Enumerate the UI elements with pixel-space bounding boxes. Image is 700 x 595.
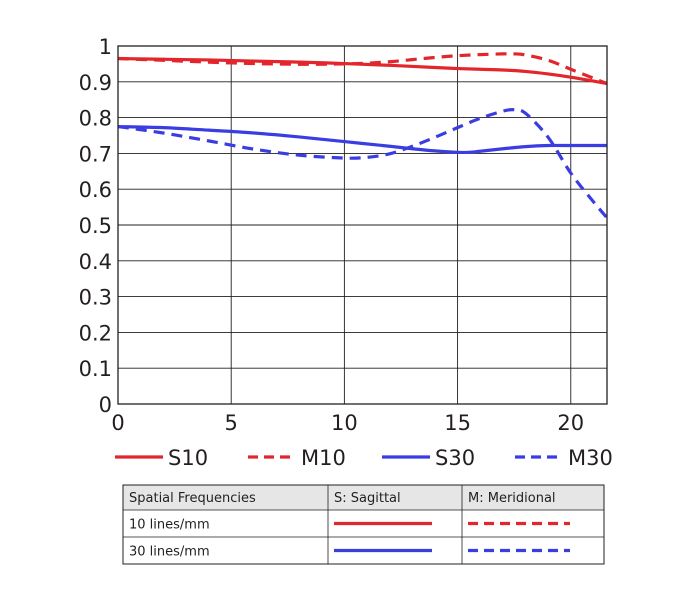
x-tick-label: 15 [444, 411, 471, 435]
table-row-label: 10 lines/mm [129, 518, 210, 533]
series-line-s10 [117, 56, 608, 86]
x-tick-labels: 0 5 10 15 20 [111, 411, 584, 435]
y-tick-label: 0.7 [79, 142, 112, 166]
y-tick-label: 0.8 [79, 107, 112, 131]
table-header-cell: S: Sagittal [334, 491, 401, 506]
y-tick-label: 0.2 [79, 321, 112, 345]
y-tick-label: 0.9 [79, 71, 112, 95]
frequency-table: Spatial Frequencies S: Sagittal M: Meridio… [122, 484, 605, 565]
grid-lines [117, 45, 607, 405]
table-header-cell: Spatial Frequencies [129, 491, 256, 506]
y-tick-label: 1 [99, 35, 112, 59]
table-header-bg [123, 485, 604, 510]
table-row-label: 30 lines/mm [129, 545, 210, 560]
series-line-s30 [117, 124, 607, 155]
y-tick-label: 0.6 [79, 178, 112, 202]
legend-label-m10: M10 [301, 446, 346, 470]
y-tick-label: 0.3 [79, 286, 112, 310]
legend: S10 M10 S30 M30 [115, 446, 613, 470]
y-tick-label: 0.4 [79, 250, 112, 274]
legend-label-s10: S10 [168, 446, 208, 470]
x-tick-label: 20 [557, 411, 584, 435]
x-tick-label: 0 [111, 411, 124, 435]
table-border [122, 484, 605, 565]
y-tick-label: 0.5 [79, 214, 112, 238]
legend-label-m30: M30 [568, 446, 613, 470]
plot-frame [117, 45, 608, 405]
y-tick-labels: 0 0.1 0.2 0.3 0.4 0.5 0.6 0.7 0.8 0.9 1 [79, 35, 112, 417]
y-tick-label: 0 [99, 393, 112, 417]
series-lines [117, 52, 609, 219]
legend-label-s30: S30 [435, 446, 475, 470]
series-line-m30 [117, 107, 609, 219]
y-tick-label: 0.1 [79, 357, 112, 381]
series-line-m10 [117, 52, 608, 86]
x-tick-label: 5 [225, 411, 238, 435]
x-tick-label: 10 [331, 411, 358, 435]
table-header-cell: M: Meridional [468, 491, 556, 506]
